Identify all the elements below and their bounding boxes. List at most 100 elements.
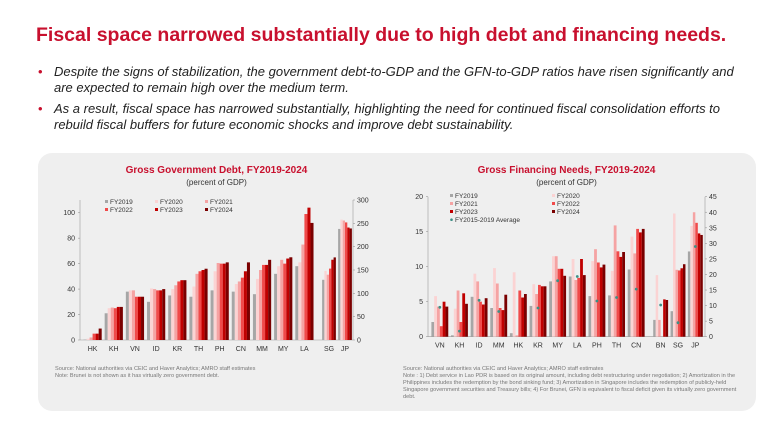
x-tick-label: MM (493, 343, 505, 350)
bullet-text: Despite the signs of stabilization, the … (54, 64, 734, 95)
average-marker-SG (676, 321, 680, 325)
bar-TH-FY2020 (192, 286, 196, 340)
average-marker-KH (458, 329, 461, 333)
y-tick-label: 15 (415, 229, 423, 236)
y-tick-label: 20 (67, 312, 75, 319)
legend-label: FY2024 (210, 207, 233, 214)
legend-swatch-icon (552, 202, 555, 205)
x-tick-label: SG (324, 346, 334, 353)
x-tick-label: JP (341, 346, 350, 353)
bar-KH-FY2019 (104, 313, 108, 340)
y-tick-label: 0 (71, 338, 75, 345)
bar-VN-FY2024 (445, 306, 449, 337)
bar-ID-FY2019 (470, 296, 474, 337)
bar-KR-FY2021 (174, 285, 178, 340)
y-tick-label: 0 (419, 334, 423, 341)
bar-HK-FY2020 (86, 338, 90, 340)
bar-HK-FY2022 (518, 290, 522, 337)
bar-SG-FY2024 (682, 264, 686, 337)
bar-PH-FY2022 (219, 263, 223, 340)
bar-HK-FY2021 (89, 337, 93, 340)
bar-CN-FY2024 (246, 262, 250, 340)
legend-label: FY2022 (557, 201, 580, 208)
bar-KH-FY2020 (107, 308, 111, 340)
bar-MM-FY2024 (504, 294, 508, 337)
legend-swatch-icon (205, 208, 208, 211)
bar-BN-FY2024 (665, 299, 669, 337)
bar-SG-FY2020 (673, 213, 676, 337)
average-marker-BN (659, 303, 663, 307)
bar-TH-FY2024 (204, 268, 208, 340)
bar-KR-FY2024 (543, 286, 547, 337)
x-tick-label: KR (172, 346, 182, 353)
legend-swatch-icon (552, 210, 555, 213)
bar-ID-FY2021 (153, 289, 157, 340)
y-tick-label: 5 (419, 299, 423, 306)
y-tick-label: 20 (415, 194, 423, 201)
bar-TH-FY2022 (616, 251, 620, 337)
x-tick-label: MY (278, 346, 289, 353)
bar-JP-FY2019 (687, 251, 691, 337)
bar-ID-FY2022 (156, 290, 160, 340)
bar-CN-FY2023 (243, 271, 247, 340)
bullet-icon: • (38, 101, 43, 116)
bar-MM-FY2020 (255, 278, 260, 340)
y2-tick-label: 30 (709, 241, 717, 248)
bar-BN-FY2019 (653, 319, 656, 337)
bar-KR-FY2021 (535, 294, 538, 337)
bar-MM-FY2020 (493, 268, 496, 337)
bar-KH-FY2024 (465, 303, 468, 337)
y-tick-label: 60 (67, 261, 75, 268)
y2-tick-label: 300 (357, 198, 369, 205)
bar-ID-FY2024 (484, 298, 488, 337)
legend-label: FY2023 (455, 209, 478, 216)
bar-SG-FY2023 (680, 268, 683, 337)
bar-VN-FY2024 (141, 296, 145, 340)
chart-subtitle: (percent of GDP) (186, 178, 247, 187)
bar-JP-FY2020 (690, 225, 693, 337)
gross-financing-needs-chart: Gross Financing Needs, FY2019-2024 (perce… (415, 165, 717, 350)
x-tick-label: TH (612, 343, 621, 350)
bar-LA-FY2024 (310, 222, 314, 340)
bar-MM-FY2023 (501, 310, 505, 337)
bar-LA-FY2021 (301, 244, 305, 340)
bar-PH-FY2020 (591, 261, 595, 337)
bar-KR-FY2023 (180, 280, 184, 340)
legend-label: FY2021 (210, 199, 233, 206)
bar-KH-FY2021 (456, 290, 460, 337)
bar-JP-FY2022 (345, 222, 348, 340)
bar-ID-FY2024 (162, 289, 166, 340)
bar-PH-FY2020 (213, 271, 217, 340)
bar-VN-FY2022 (134, 296, 138, 340)
slide-title: Fiscal space narrowed substantially due … (36, 24, 727, 46)
bar-MY-FY2024 (563, 275, 567, 337)
bar-ID-FY2020 (150, 288, 154, 340)
bullet-list: • Despite the signs of stabilization, the… (30, 64, 750, 138)
bar-JP-FY2024 (700, 234, 703, 337)
y-tick-label: 40 (67, 287, 75, 294)
x-tick-label: CN (236, 346, 246, 353)
y-tick-label: 10 (415, 264, 423, 271)
bar-CN-FY2019 (627, 269, 631, 337)
bar-PH-FY2023 (222, 263, 226, 340)
x-tick-label: HK (88, 346, 98, 353)
bar-KH-FY2023 (116, 306, 120, 340)
bar-MM-FY2019 (252, 294, 256, 340)
legend-label: FY2019 (110, 199, 133, 206)
average-marker-KR (536, 306, 540, 310)
bar-JP-FY2023 (347, 227, 350, 340)
bar-LA-FY2020 (298, 262, 302, 340)
bar-KH-FY2022 (459, 322, 463, 337)
legend-swatch-icon (155, 200, 158, 203)
y2-tick-label: 10 (709, 303, 717, 310)
bar-HK-FY2021 (515, 335, 519, 337)
bar-JP-FY2024 (349, 228, 352, 340)
bar-KR-FY2022 (177, 281, 181, 340)
bar-MM-FY2019 (490, 308, 494, 337)
average-marker-CN (634, 287, 638, 291)
bar-PH-FY2021 (594, 249, 597, 337)
y2-tick-label: 200 (357, 244, 369, 251)
bar-PH-FY2019 (210, 290, 214, 340)
chart-title: Gross Financing Needs, FY2019-2024 (478, 165, 656, 176)
x-tick-label: VN (130, 346, 140, 353)
